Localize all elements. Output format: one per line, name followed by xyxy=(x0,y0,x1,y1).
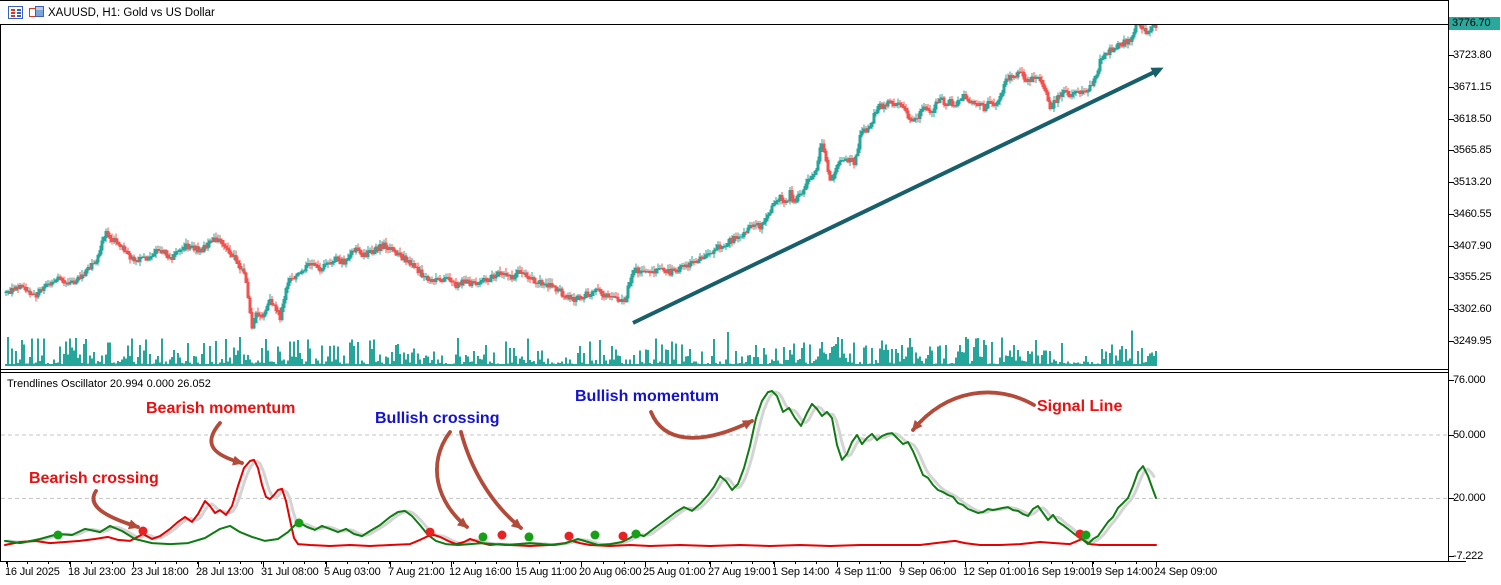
time-axis-label: 7 Aug 21:00 xyxy=(388,566,445,578)
price-axis-label: 3460.55 xyxy=(1453,207,1492,220)
oscillator-title: Trendlines Oscillator 20.994 0.000 26.05… xyxy=(7,378,211,390)
bullish-crossing-dot xyxy=(631,529,641,539)
time-axis-label: 16 Sep 19:00 xyxy=(1027,566,1091,578)
oscillator-axis-label: -7.222 xyxy=(1453,550,1483,562)
candlesticks xyxy=(4,15,1158,330)
time-axis-label: 23 Jul 18:00 xyxy=(131,566,189,578)
trendline-arrow[interactable] xyxy=(632,67,1164,325)
oscillator-axis-label: 76.000 xyxy=(1453,374,1486,386)
overlapping-windows-icon[interactable] xyxy=(29,5,45,20)
bearish-crossing-dot xyxy=(497,530,507,540)
time-axis-label: 20 Aug 06:00 xyxy=(579,566,642,578)
quotes-list-icon[interactable] xyxy=(8,6,23,19)
price-axis-label: 3723.80 xyxy=(1453,48,1492,61)
annotation-arrows xyxy=(91,390,1036,530)
annotation-bearish-crossing: Bearish crossing xyxy=(29,470,159,487)
bullish-crossing-dot xyxy=(53,530,63,540)
price-axis-label: 3671.15 xyxy=(1453,80,1492,93)
oscillator-axis-label: 50.000 xyxy=(1453,428,1486,441)
arrow-signal-line xyxy=(911,390,1036,432)
time-axis-label: 12 Aug 16:00 xyxy=(449,566,512,578)
arrow-bullish-crossing-right xyxy=(459,430,523,530)
price-axis-label: 3249.95 xyxy=(1453,335,1492,347)
chart-title: XAUUSD, H1: Gold vs US Dollar xyxy=(48,7,215,19)
bullish-crossing-dot xyxy=(1081,530,1091,540)
annotation-bullish-momentum: Bullish momentum xyxy=(575,388,720,405)
time-axis-label: 24 Sep 09:00 xyxy=(1154,566,1218,578)
time-axis-label: 9 Sep 06:00 xyxy=(899,566,957,578)
oscillator-bull-line xyxy=(4,390,1157,546)
oscillator-gridlines xyxy=(1,434,1448,499)
current-price-tag: 3776.70 xyxy=(1449,17,1500,30)
oscillator-axis-label: 20.000 xyxy=(1453,492,1486,505)
price-axis-label: 3407.90 xyxy=(1453,239,1492,252)
bullish-crossing-dot xyxy=(524,532,534,542)
time-axis-label: 18 Jul 23:00 xyxy=(68,566,126,578)
time-axis-label: 5 Aug 03:00 xyxy=(324,566,381,578)
volume-bars xyxy=(5,330,1157,366)
signal-dots xyxy=(53,518,1091,542)
arrow-bearish-momentum xyxy=(209,421,244,466)
price-axis-label: 3355.25 xyxy=(1453,271,1492,284)
time-axis-label: 4 Sep 11:00 xyxy=(835,566,892,578)
price-axis-label: 3618.50 xyxy=(1453,112,1492,125)
arrow-bullish-momentum xyxy=(649,410,754,440)
oscillator-bear-line xyxy=(4,458,1157,547)
bullish-crossing-dot xyxy=(294,518,304,528)
time-axis-label: 12 Sep 01:00 xyxy=(963,566,1027,578)
annotation-bearish-momentum: Bearish momentum xyxy=(146,400,296,417)
time-axis-label: 16 Jul 2025 xyxy=(5,566,60,578)
arrow-bearish-crossing xyxy=(91,489,140,530)
time-axis-label: 31 Jul 08:00 xyxy=(261,566,319,578)
annotation-bullish-crossing: Bullish crossing xyxy=(375,410,500,427)
time-axis-label: 19 Sep 14:00 xyxy=(1090,566,1154,578)
time-axis-label: 28 Jul 13:00 xyxy=(196,566,254,578)
bullish-crossing-dot xyxy=(590,530,600,540)
oscillator-lines xyxy=(4,390,1157,547)
price-axis-label: 3565.85 xyxy=(1453,144,1492,157)
bearish-crossing-dot xyxy=(425,527,435,537)
bullish-crossing-dot xyxy=(478,532,488,542)
panel-borders xyxy=(0,0,1466,567)
bearish-crossing-dot xyxy=(564,531,574,541)
arrow-bullish-crossing-left xyxy=(435,430,469,529)
price-axis-label: 3513.20 xyxy=(1453,176,1492,189)
annotation-signal-line: Signal Line xyxy=(1037,398,1123,415)
bearish-crossing-dot xyxy=(618,531,628,541)
bearish-crossing-dot xyxy=(138,526,148,536)
time-axis-label: 25 Aug 01:00 xyxy=(643,566,706,578)
time-axis-label: 1 Sep 14:00 xyxy=(772,566,830,578)
time-axis-label: 15 Aug 11:00 xyxy=(515,566,577,578)
price-axis-label: 3302.60 xyxy=(1453,303,1492,316)
chart-title-bar: XAUUSD, H1: Gold vs US Dollar xyxy=(0,1,1448,24)
time-axis-label: 27 Aug 19:00 xyxy=(708,566,771,578)
